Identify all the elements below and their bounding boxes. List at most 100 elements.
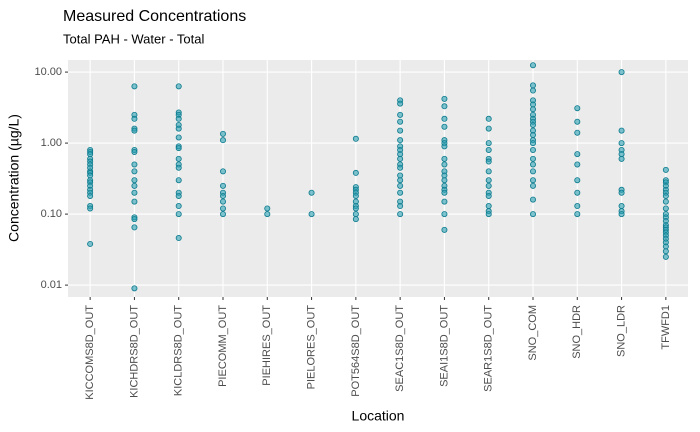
point <box>131 198 138 205</box>
chart-title: Measured Concentrations <box>63 8 246 25</box>
point <box>574 177 581 184</box>
point <box>87 192 94 199</box>
point <box>397 177 404 184</box>
point <box>397 155 404 162</box>
point <box>175 211 182 218</box>
point <box>131 182 138 189</box>
point <box>397 182 404 189</box>
point <box>441 161 448 168</box>
point <box>131 161 138 168</box>
point <box>219 130 226 137</box>
point <box>530 196 537 203</box>
point <box>662 166 669 173</box>
point <box>485 203 492 210</box>
point <box>574 129 581 136</box>
x-tick-label: SEAR1S8D_OUT <box>483 305 495 392</box>
point <box>219 137 226 144</box>
x-tick-label: SNO_LDR <box>615 305 627 357</box>
chart-subtitle: Total PAH - Water - Total <box>63 31 204 46</box>
x-tick-label: KICLDRS8D_OUT <box>173 305 185 396</box>
point <box>618 211 625 218</box>
point <box>530 182 537 189</box>
point <box>441 95 448 102</box>
point <box>397 111 404 118</box>
point <box>131 224 138 231</box>
x-tick-label: POT564S8D_OUT <box>350 305 362 397</box>
point <box>485 182 492 189</box>
point <box>131 127 138 134</box>
point <box>131 216 138 223</box>
point <box>574 189 581 196</box>
point <box>530 121 537 128</box>
y-tick-label: 0.10 <box>41 208 62 220</box>
point <box>530 106 537 113</box>
point <box>264 211 271 218</box>
point <box>175 145 182 152</box>
point <box>352 205 359 212</box>
point <box>662 198 669 205</box>
point <box>397 137 404 144</box>
point <box>530 211 537 218</box>
y-tick-label: 0.01 <box>41 279 62 291</box>
x-tick-label: SEAI1S8D_OUT <box>438 305 450 387</box>
point <box>175 115 182 122</box>
point <box>618 189 625 196</box>
point <box>530 140 537 147</box>
point <box>485 140 492 147</box>
x-tick-label: PIEHIRES_OUT <box>261 305 273 386</box>
point <box>175 177 182 184</box>
point <box>485 125 492 132</box>
point <box>175 155 182 162</box>
y-tick-label: 1.00 <box>41 137 62 149</box>
point <box>308 189 315 196</box>
point <box>441 226 448 233</box>
point <box>131 285 138 292</box>
point <box>397 211 404 218</box>
point <box>530 177 537 184</box>
point <box>574 161 581 168</box>
point <box>308 211 315 218</box>
point <box>131 168 138 175</box>
point <box>618 127 625 134</box>
point <box>352 135 359 142</box>
point <box>530 62 537 69</box>
point <box>87 205 94 212</box>
point <box>662 253 669 260</box>
point <box>219 205 226 212</box>
point <box>485 211 492 218</box>
point <box>131 148 138 155</box>
point <box>131 83 138 90</box>
point <box>662 205 669 212</box>
point <box>352 169 359 176</box>
point <box>485 158 492 165</box>
y-axis-title: Concentration (µg/L) <box>6 114 22 242</box>
point <box>131 115 138 122</box>
point <box>175 192 182 199</box>
point <box>131 177 138 184</box>
point <box>352 192 359 199</box>
point <box>352 216 359 223</box>
point <box>219 192 226 199</box>
point <box>485 115 492 122</box>
point <box>530 132 537 139</box>
point <box>264 205 271 212</box>
point <box>87 240 94 247</box>
point <box>441 143 448 150</box>
point <box>219 182 226 189</box>
point <box>397 189 404 196</box>
point <box>618 140 625 147</box>
point <box>530 82 537 89</box>
point <box>574 211 581 218</box>
x-tick-label: KICCOMS8D_OUT <box>84 305 96 400</box>
y-tick-label: 10.00 <box>34 66 62 78</box>
point <box>485 192 492 199</box>
point <box>397 203 404 210</box>
point <box>662 248 669 255</box>
point <box>397 127 404 134</box>
point <box>175 134 182 141</box>
x-tick-label: KICHDRS8D_OUT <box>128 305 140 398</box>
point <box>441 198 448 205</box>
x-tick-label: SNO_HDR <box>571 305 583 359</box>
point <box>485 168 492 175</box>
